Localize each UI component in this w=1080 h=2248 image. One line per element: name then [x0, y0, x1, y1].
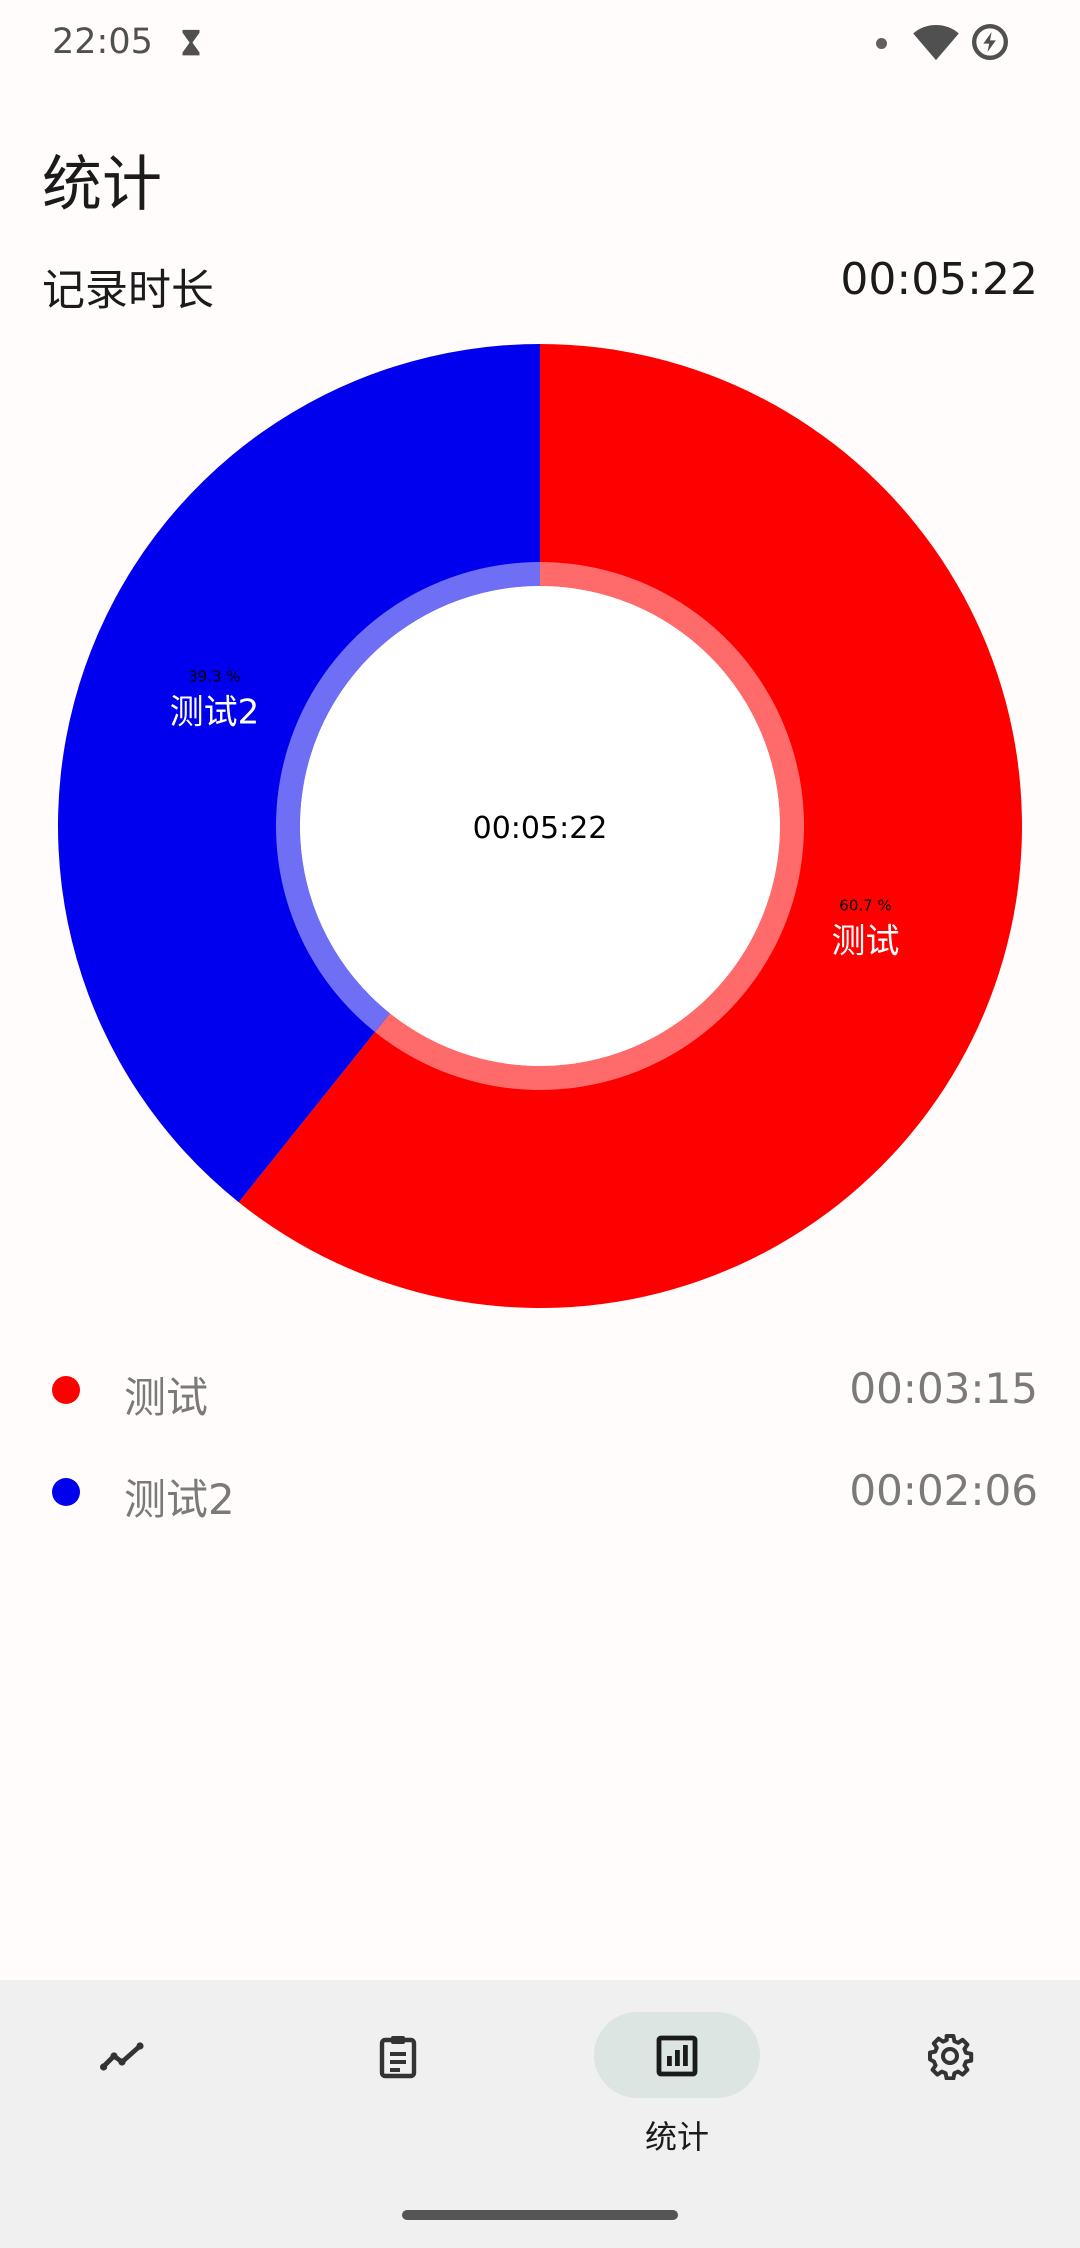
home-indicator — [402, 2210, 678, 2220]
nav-label-stats: 统计 — [644, 2118, 709, 2156]
stats-icon — [656, 2035, 698, 2077]
legend-item[interactable]: 测试 00:03:15 — [0, 1350, 1080, 1430]
legend-color-dot — [52, 1376, 80, 1404]
nav-item-trend[interactable] — [14, 2012, 214, 2162]
pie-slice-inner-ring — [374, 562, 804, 1090]
gear-icon — [928, 2034, 974, 2080]
wifi-icon — [913, 24, 959, 61]
legend-name: 测试 — [124, 1373, 209, 1422]
status-bar: 22:05 — [0, 0, 1080, 90]
battery-saver-icon — [972, 24, 1008, 60]
pie-slice-inner-ring — [275, 562, 540, 1033]
status-time: 22:05 — [52, 22, 153, 62]
hourglass-icon — [182, 29, 200, 56]
slice-name-label: 测试 — [832, 921, 900, 961]
total-duration-label: 记录时长 — [42, 266, 214, 316]
donut-hole — [300, 586, 780, 1066]
page-title: 统计 — [42, 150, 162, 220]
nav-item-settings[interactable] — [840, 2012, 1040, 2162]
legend-color-dot — [52, 1478, 80, 1506]
slice-percent-label: 39.3 % — [188, 668, 240, 686]
bottom-navigation: 统计 — [0, 1980, 1080, 2248]
clipboard-icon — [379, 2036, 417, 2079]
donut-chart-svg: 60.7 % 测试 39.3 % 测试2 00:05:22 — [57, 344, 1022, 1308]
legend-name: 测试2 — [124, 1475, 235, 1524]
total-duration-value: 00:05:22 — [840, 254, 1038, 305]
legend-value: 00:02:06 — [849, 1466, 1038, 1515]
nav-item-stats[interactable]: 统计 — [564, 2012, 790, 2162]
donut-center-label: 00:05:22 — [473, 811, 608, 846]
nav-item-records[interactable] — [288, 2012, 488, 2162]
legend-item[interactable]: 测试2 00:02:06 — [0, 1452, 1080, 1532]
notification-dot-icon — [876, 38, 887, 49]
slice-percent-label: 60.7 % — [839, 896, 891, 914]
slice-name-label: 测试2 — [170, 693, 260, 733]
donut-chart[interactable]: 60.7 % 测试 39.3 % 测试2 00:05:22 — [0, 300, 1080, 1340]
legend-value: 00:03:15 — [849, 1364, 1038, 1413]
trend-icon — [100, 2042, 144, 2071]
